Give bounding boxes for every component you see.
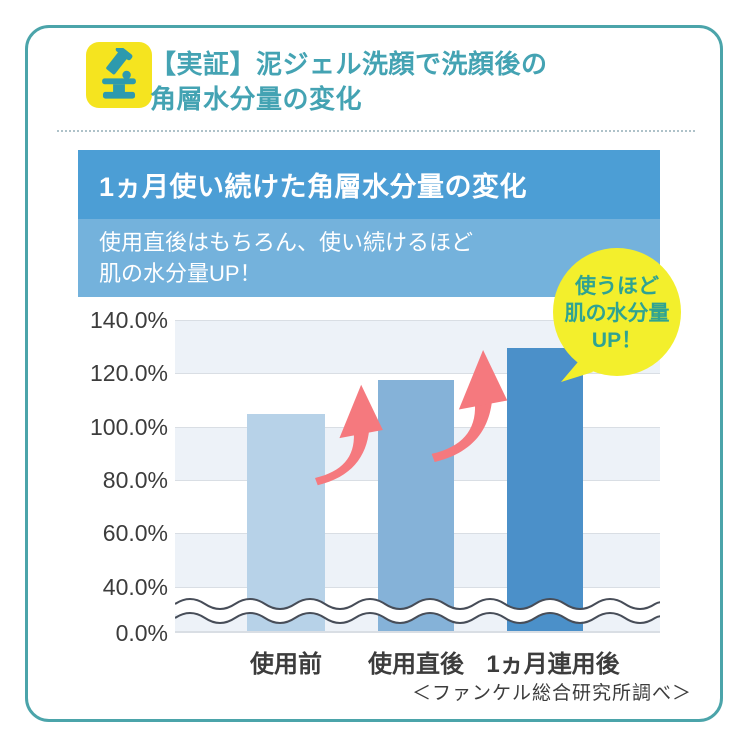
microscope-icon-glyph [102,48,136,99]
page-title-line-2: 角層水分量の変化 [150,84,363,114]
moisture-up-badge: 使うほど 肌の水分量 UP！ [553,248,681,382]
card-border [25,25,723,722]
y-tick-120: 120.0% [89,360,168,386]
badge-bubble: 使うほど 肌の水分量 UP！ [553,248,681,376]
y-tick-60: 60.0% [102,520,168,546]
dotted-divider [57,130,695,132]
growth-arrow-1 [315,384,383,486]
growth-arrow-2 [431,350,508,462]
chart-subtitle-line-1: 使用直後はもちろん、使い続けるほど [99,230,474,255]
plot-area [175,320,660,633]
y-tick-140: 140.0% [89,307,168,333]
bar-right-after-use [378,380,454,631]
badge-line-1: 使うほど [575,274,659,298]
page-title-line-1: 【実証】泥ジェル洗顔で洗顔後の [150,49,548,79]
y-tick-0: 0.0% [115,620,168,646]
chart-title-bar: 1ヵ月使い続けた角層水分量の変化 [78,150,660,219]
x-label-right-after-use: 使用直後 [368,651,464,678]
x-label-before-use: 使用前 [250,651,322,678]
bar-after-1-month [507,348,583,631]
chart-subtitle-line-2: 肌の水分量UP！ [99,261,262,286]
badge-line-3: UP！ [591,328,643,352]
source-note: ＜ファンケル総合研究所調べ＞ [411,683,692,704]
microscope-icon [86,42,152,108]
y-tick-40: 40.0% [102,574,168,600]
chart-title: 1ヵ月使い続けた角層水分量の変化 [99,172,528,202]
badge-line-2: 肌の水分量 [564,301,670,325]
bar-before-use [247,414,325,631]
y-tick-100: 100.0% [89,414,168,440]
x-label-after-1-month: 1ヵ月連用後 [486,651,620,678]
axis-break-wave [175,598,660,624]
page-title: 【実証】泥ジェル洗顔で洗顔後の 角層水分量の変化 [150,47,670,117]
y-tick-80: 80.0% [102,467,168,493]
